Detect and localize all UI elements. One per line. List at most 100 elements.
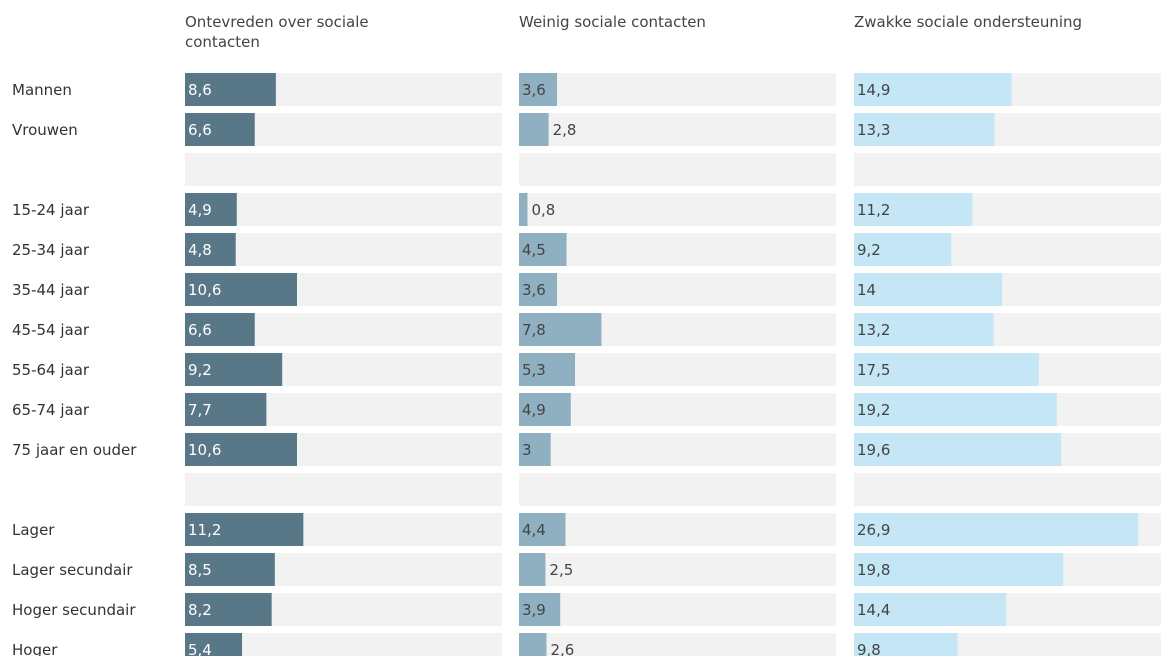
- bar: [519, 553, 546, 586]
- row-label: Mannen: [12, 81, 72, 99]
- track: [185, 473, 502, 506]
- track: [519, 113, 836, 146]
- bar: [185, 553, 275, 586]
- value-label: 10,6: [188, 441, 221, 459]
- value-label: 2,8: [553, 121, 577, 139]
- row-label: Lager: [12, 521, 55, 539]
- value-label: 5,3: [522, 361, 546, 379]
- bar: [519, 353, 576, 386]
- bar: [854, 553, 1064, 586]
- value-label: 13,3: [857, 121, 890, 139]
- row-label: Hoger secundair: [12, 601, 136, 619]
- bar: [185, 393, 267, 426]
- value-label: 8,6: [188, 81, 212, 99]
- bar: [854, 73, 1012, 106]
- bar: [185, 593, 272, 626]
- row-label: 25-34 jaar: [12, 241, 90, 259]
- row-label: Lager secundair: [12, 561, 133, 579]
- value-label: 6,6: [188, 321, 212, 339]
- value-label: 10,6: [188, 281, 221, 299]
- value-label: 3,6: [522, 81, 546, 99]
- value-label: 8,5: [188, 561, 212, 579]
- row-label: 55-64 jaar: [12, 361, 90, 379]
- value-label: 14,4: [857, 601, 890, 619]
- value-label: 2,6: [550, 641, 574, 656]
- value-label: 4,4: [522, 521, 546, 539]
- bar: [854, 593, 1007, 626]
- column-header: Weinig sociale contacten: [519, 13, 706, 31]
- bar: [519, 73, 558, 106]
- bar: [854, 273, 1002, 306]
- row-label: 45-54 jaar: [12, 321, 90, 339]
- bar: [185, 353, 283, 386]
- track: [519, 553, 836, 586]
- value-label: 4,5: [522, 241, 546, 259]
- bar: [185, 193, 237, 226]
- value-label: 2,5: [549, 561, 573, 579]
- value-label: 9,2: [188, 361, 212, 379]
- row-label: Hoger: [12, 641, 58, 656]
- bar: [185, 633, 243, 656]
- bar: [854, 193, 973, 226]
- row-label: 15-24 jaar: [12, 201, 90, 219]
- value-label: 19,6: [857, 441, 890, 459]
- value-label: 26,9: [857, 521, 890, 539]
- bar: [519, 593, 561, 626]
- row-label: Vrouwen: [12, 121, 78, 139]
- value-label: 3,6: [522, 281, 546, 299]
- bar: [185, 113, 255, 146]
- bar: [854, 433, 1062, 466]
- value-label: 4,9: [188, 201, 212, 219]
- bar: [519, 113, 549, 146]
- bar: [854, 353, 1039, 386]
- bar: [185, 73, 276, 106]
- bar: [854, 633, 958, 656]
- value-label: 13,2: [857, 321, 890, 339]
- track: [519, 513, 836, 546]
- bar: [185, 313, 255, 346]
- value-label: 11,2: [857, 201, 890, 219]
- track: [519, 233, 836, 266]
- track: [519, 73, 836, 106]
- bar: [185, 433, 298, 466]
- row-label: 75 jaar en ouder: [12, 441, 137, 459]
- value-label: 19,2: [857, 401, 890, 419]
- bar: [519, 393, 571, 426]
- track: [519, 193, 836, 226]
- bar: [519, 233, 567, 266]
- value-label: 5,4: [188, 641, 212, 656]
- bar: [854, 233, 952, 266]
- track: [185, 153, 502, 186]
- value-label: 9,2: [857, 241, 881, 259]
- column-header: Zwakke sociale ondersteuning: [854, 13, 1083, 31]
- bar: [854, 513, 1139, 546]
- bar: [519, 193, 528, 226]
- value-label: 14,9: [857, 81, 890, 99]
- value-label: 19,8: [857, 561, 890, 579]
- track: [519, 433, 836, 466]
- value-label: 4,9: [522, 401, 546, 419]
- bar: [185, 513, 304, 546]
- track: [185, 633, 502, 656]
- track: [185, 233, 502, 266]
- track: [185, 193, 502, 226]
- track: [519, 473, 836, 506]
- track: [854, 473, 1161, 506]
- value-label: 7,7: [188, 401, 212, 419]
- value-label: 4,8: [188, 241, 212, 259]
- bar: [185, 273, 298, 306]
- value-label: 7,8: [522, 321, 546, 339]
- bar: [519, 633, 547, 656]
- track: [854, 153, 1161, 186]
- value-label: 6,6: [188, 121, 212, 139]
- row-label: 35-44 jaar: [12, 281, 90, 299]
- value-label: 14: [857, 281, 876, 299]
- bar: [519, 513, 566, 546]
- value-label: 9,8: [857, 641, 881, 656]
- bar: [854, 113, 995, 146]
- value-label: 0,8: [531, 201, 555, 219]
- bar: [185, 233, 236, 266]
- row-label: 65-74 jaar: [12, 401, 90, 419]
